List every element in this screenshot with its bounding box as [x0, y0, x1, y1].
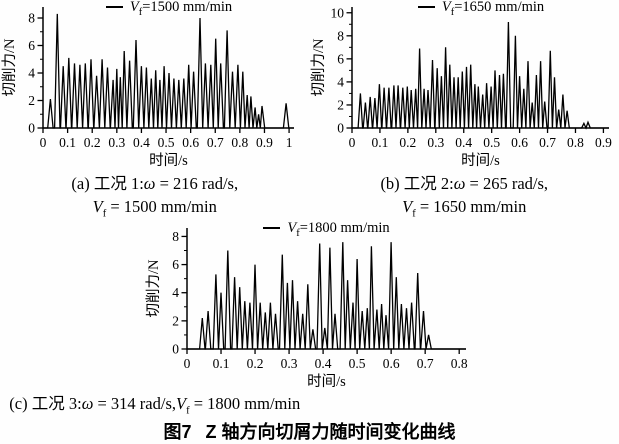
svg-text:切削力/N: 切削力/N	[145, 259, 162, 318]
svg-text:0.3: 0.3	[108, 135, 125, 150]
chart-b-legend: Vf=1650 mm/min	[352, 0, 610, 18]
legend-variable: V	[441, 0, 451, 15]
svg-text:0.3: 0.3	[427, 135, 444, 150]
svg-text:时间/s: 时间/s	[149, 152, 188, 169]
svg-text:0.8: 0.8	[567, 135, 584, 150]
figure-number: 图7	[163, 422, 192, 443]
caption-b-line1: (b) 工况 2:ω = 265 rad/s,	[380, 174, 549, 193]
legend-line-sample-icon	[417, 6, 435, 8]
svg-text:0: 0	[183, 356, 190, 371]
legend-subscript: f	[296, 228, 300, 240]
legend-value: =1800 mm/min	[299, 220, 390, 237]
caption-a: (a) 工况 1:ω = 216 rad/s, Vf = 1500 mm/min	[0, 172, 310, 220]
svg-text:0.2: 0.2	[399, 135, 416, 150]
svg-text:2: 2	[172, 314, 179, 329]
svg-text:0.7: 0.7	[207, 135, 224, 150]
svg-text:6: 6	[172, 257, 179, 272]
caption-a-line2: Vf = 1500 mm/min	[92, 197, 217, 220]
svg-text:0.4: 0.4	[314, 356, 331, 371]
svg-text:0: 0	[28, 121, 35, 136]
chart-a: Vf=1500 mm/min 0 2 4 6 8 0 0.1 0.2 0.3 0.4 0.5 0.6 0…	[1, 0, 303, 170]
svg-text:0.7: 0.7	[416, 356, 433, 371]
svg-text:切削力/N: 切削力/N	[1, 38, 18, 97]
svg-text:0.5: 0.5	[483, 135, 500, 150]
svg-text:0.9: 0.9	[595, 135, 612, 150]
svg-text:8: 8	[172, 229, 179, 244]
chart-c-legend: Vf=1800 mm/min	[187, 220, 467, 240]
svg-text:时间/s: 时间/s	[461, 152, 500, 169]
legend-line-sample-icon	[105, 6, 123, 8]
figure-caption: 图7 Z 轴方向切屑力随时间变化曲线	[0, 418, 619, 444]
svg-text:0.1: 0.1	[371, 135, 388, 150]
legend-value: =1650 mm/min	[454, 0, 545, 15]
svg-text:10: 10	[331, 5, 345, 20]
legend-subscript: f	[450, 6, 455, 18]
svg-text:2: 2	[337, 97, 344, 112]
chart-a-plot-area: 0 2 4 6 8 0 0.1 0.2 0.3 0.4 0.5 0.6 0.7 0.8 0.9 1 时间/s 切削…	[1, 7, 294, 169]
svg-text:0.8: 0.8	[231, 135, 248, 150]
svg-text:2: 2	[28, 93, 35, 108]
figure-title: Z 轴方向切屑力随时间变化曲线	[205, 422, 456, 443]
legend-variable: V	[287, 220, 297, 237]
chart-b-plot-area: 0 2 4 6 8 10 0 0.1 0.2 0.3 0.4 0.5 0.6 0.7 0.8 0.9 时间/s 切…	[310, 5, 612, 169]
svg-text:4: 4	[28, 66, 35, 81]
svg-text:6: 6	[337, 51, 344, 66]
svg-text:8: 8	[337, 28, 344, 43]
svg-text:0.3: 0.3	[280, 356, 297, 371]
svg-text:0.1: 0.1	[59, 135, 76, 150]
chart-c: Vf=1800 mm/min 0 2 4 6 8 0 0.1 0.2 0.3 0.4 0.5 0.6 0…	[145, 220, 475, 391]
legend-variable: V	[129, 0, 139, 15]
chart-c-plot-area: 0 2 4 6 8 0 0.1 0.2 0.3 0.4 0.5 0.6 0.7 0.8 时间/s 切削力/N	[145, 228, 467, 390]
svg-text:0.9: 0.9	[256, 135, 273, 150]
chart-b: Vf=1650 mm/min 0 2 4 6 8 10 0 0.1 0.2 0.3 0.4 0.5 0.…	[310, 0, 618, 170]
svg-text:4: 4	[172, 285, 179, 300]
caption-c: (c) 工况 3:ω = 314 rad/s,Vf = 1800 mm/min	[9, 394, 301, 417]
svg-text:0: 0	[337, 121, 344, 136]
svg-text:0.1: 0.1	[212, 356, 229, 371]
legend-subscript: f	[138, 6, 143, 18]
svg-text:8: 8	[28, 11, 35, 26]
caption-b-line2: Vf = 1650 mm/min	[402, 197, 527, 220]
svg-text:0: 0	[349, 135, 356, 150]
svg-text:0.8: 0.8	[450, 356, 467, 371]
svg-text:0.6: 0.6	[382, 356, 399, 371]
svg-text:1: 1	[286, 135, 293, 150]
svg-text:时间/s: 时间/s	[307, 373, 346, 390]
svg-text:0.2: 0.2	[246, 356, 263, 371]
top-charts-row: Vf=1500 mm/min 0 2 4 6 8 0 0.1 0.2 0.3 0.4 0.5 0.6 0…	[0, 0, 619, 170]
svg-text:0: 0	[40, 135, 47, 150]
svg-text:0.4: 0.4	[133, 135, 150, 150]
svg-text:6: 6	[28, 38, 35, 53]
svg-text:切削力/N: 切削力/N	[310, 38, 327, 97]
svg-text:0.7: 0.7	[539, 135, 556, 150]
svg-text:0.4: 0.4	[455, 135, 472, 150]
svg-text:0.6: 0.6	[182, 135, 199, 150]
legend-value: =1500 mm/min	[142, 0, 233, 15]
svg-text:0.2: 0.2	[84, 135, 101, 150]
subcaptions-row: (a) 工况 1:ω = 216 rad/s, Vf = 1500 mm/min…	[0, 172, 619, 220]
svg-text:0.6: 0.6	[511, 135, 528, 150]
chart-a-legend: Vf=1500 mm/min	[43, 0, 295, 18]
caption-b: (b) 工况 2:ω = 265 rad/s, Vf = 1650 mm/min	[310, 172, 619, 220]
caption-a-line1: (a) 工况 1:ω = 216 rad/s,	[71, 174, 239, 193]
svg-text:0.5: 0.5	[348, 356, 365, 371]
svg-text:4: 4	[337, 74, 344, 89]
svg-text:0: 0	[172, 342, 179, 357]
svg-text:0.5: 0.5	[158, 135, 175, 150]
legend-line-sample-icon	[263, 227, 281, 230]
